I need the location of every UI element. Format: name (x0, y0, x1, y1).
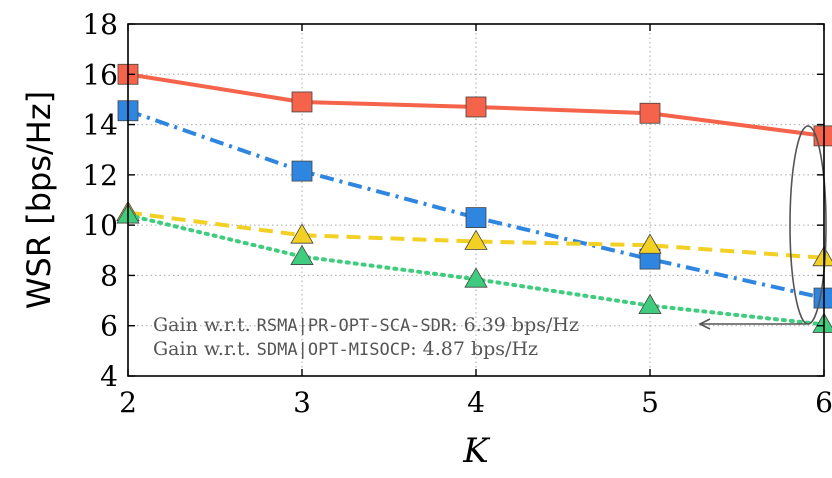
y-tick-label: 4 (100, 360, 118, 393)
series-3-line (127, 210, 825, 260)
series-3-marker (290, 223, 314, 244)
series-2-marker (813, 287, 832, 309)
axis-ticks: 2 3 4 5 6 4 6 8 10 12 14 16 18 (82, 8, 832, 419)
annotation-2: Gain w.r.t. SDMA|OPT-MISOCP: 4.87 bps/Hz (153, 338, 538, 360)
series-4-marker (638, 293, 662, 315)
y-tick-label: 12 (82, 159, 118, 192)
series-4-marker (464, 267, 488, 288)
highlight-ellipse (789, 125, 827, 325)
x-tick-label: 6 (815, 386, 832, 419)
y-tick-label: 10 (82, 209, 118, 242)
series-4-marker (290, 244, 314, 265)
x-tick-label: 5 (641, 386, 659, 419)
y-axis-label: WSR [bps/Hz] (20, 91, 58, 309)
annotation-2-prefix: Gain w.r.t. (153, 338, 257, 360)
arrow-head-icon (698, 318, 711, 330)
y-tick-label: 8 (100, 259, 118, 292)
series-3-marker (464, 229, 488, 250)
annotation-1-prefix: Gain w.r.t. (153, 314, 257, 336)
y-tick-label: 18 (82, 8, 118, 41)
series-1-marker (639, 102, 661, 124)
annotation-1-scheme: RSMA|PR-OPT-SCA-SDR (257, 316, 452, 336)
x-tick-label: 4 (467, 386, 485, 419)
x-tick-label: 3 (293, 386, 311, 419)
series-1-marker (465, 96, 487, 118)
annotation-1-suffix: : 6.39 bps/Hz (451, 314, 579, 336)
annotation-2-scheme: SDMA|OPT-MISOCP (257, 340, 411, 360)
series-2-line (127, 108, 825, 301)
y-tick-label: 16 (82, 58, 118, 91)
series-1-marker (291, 91, 313, 113)
y-tick-label: 14 (82, 109, 118, 142)
series-2-marker (465, 207, 487, 229)
series-2-marker (291, 160, 313, 182)
annotation-1: Gain w.r.t. RSMA|PR-OPT-SCA-SDR: 6.39 bp… (153, 314, 579, 336)
y-tick-label: 6 (100, 310, 118, 343)
series-layer (116, 63, 832, 333)
series-3-marker (638, 233, 662, 254)
annotation-2-suffix: : 4.87 bps/Hz (410, 338, 538, 360)
x-tick-label: 2 (119, 386, 137, 419)
x-axis-label: K (462, 431, 491, 471)
